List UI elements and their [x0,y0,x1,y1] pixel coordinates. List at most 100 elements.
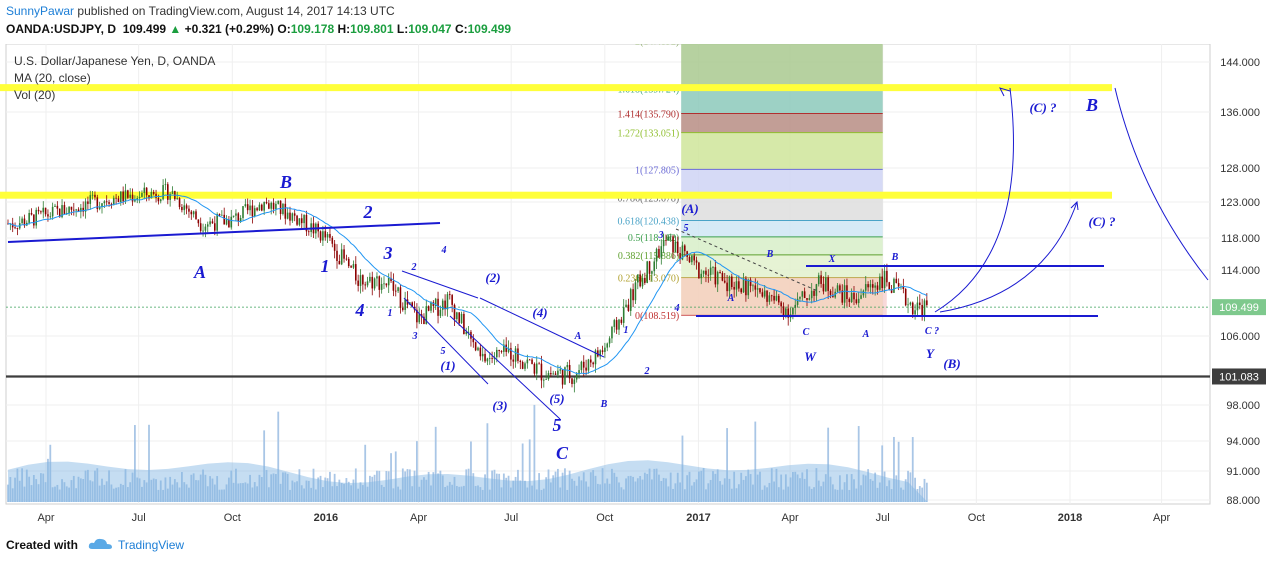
candle-body [916,302,919,311]
volume-bar [115,487,117,502]
candle-body [246,204,249,211]
candle-body [533,363,536,374]
candle-body [145,187,148,196]
candle-body [232,215,235,217]
support-price-tag [1212,368,1266,385]
volume-bar [601,468,604,502]
candle-body [578,370,580,375]
candle-body [84,201,87,212]
volume-bar [425,479,428,502]
volume-bar [206,486,209,502]
candle-body [263,201,265,211]
volume-bar [813,487,815,502]
candle-body [239,217,242,222]
candle-body [329,234,331,238]
volume-bar [514,476,517,502]
volume-bar [239,483,242,502]
volume-bar [359,482,362,502]
candle-body [340,249,343,265]
candle-body [662,240,665,247]
volume-bar [216,476,219,502]
price-axis[interactable]: 144.000 136.000 128.000 123.000 118.000 114.0… [1212,57,1266,507]
volume-bar [801,472,804,502]
candle-body [373,278,376,289]
volume-bar [455,486,458,502]
candle-body [914,310,916,315]
volume-bar [364,444,367,502]
volume-bar [21,468,23,502]
volume-bar [404,471,407,502]
volume-bar [439,470,442,502]
trend-line [7,222,441,243]
tradingview-link[interactable]: TradingView [118,538,185,552]
volume-bar [796,474,799,502]
volume-bar [806,469,808,502]
volume-bar [850,474,853,502]
volume-bar [557,468,559,502]
wave-label-small: 4 [441,245,447,256]
volume-bar [472,473,475,502]
volume-bar [385,470,388,502]
volume-bar [14,477,16,502]
trend-lines [7,87,1209,420]
time-axis[interactable]: Apr Jul Oct 2016 Apr Jul Oct 2017 Apr Jul Oct 2018 A… [37,512,1170,524]
author-link[interactable]: SunnyPawar [6,4,75,18]
volume-bar [745,476,747,502]
volume-bar [98,485,101,502]
volume-bar [166,488,169,502]
fib-band [681,113,883,133]
candle-body [77,209,80,212]
price-axis-label: 123.000 [1220,197,1260,209]
candle-body [331,237,334,244]
ma-line [7,194,928,375]
candle-body [75,209,77,211]
volume-bar [136,477,139,502]
candle-body [829,290,832,295]
candle-body [594,350,597,365]
candle-body [251,205,254,217]
volume-bar [242,483,244,502]
candle-body [300,218,303,224]
wave-label-small: B [766,249,774,260]
price-chart[interactable]: 2(147.892)1.618(139.724)1.414(135.790)1.… [0,44,1270,530]
wave-label-medium: (4) [532,305,547,320]
volume-bar [289,489,291,502]
candle-body [521,362,524,369]
candle-body [785,308,787,317]
volume-bar [902,489,905,502]
candle-body [719,271,721,273]
volume-bar [568,470,571,502]
volume-bar [293,482,296,502]
candle-body [112,197,115,206]
volume-bar [253,482,256,502]
candle-body [451,295,453,305]
wave-label-small: B [600,399,608,410]
volume-bar [893,436,895,502]
wave-label-small: 2 [644,366,650,377]
time-axis-label: Oct [224,512,241,524]
fib-band [681,132,883,170]
volume-bar [390,453,392,502]
wave-label-large: 2 [363,202,373,222]
volume-bar [907,470,909,502]
trend-line [675,228,821,293]
volume-bar [326,478,329,502]
candle-body [770,295,773,297]
fib-band [681,197,883,221]
volume-bar [122,484,125,502]
volume-bar [841,489,844,502]
candle-body [620,319,623,323]
volume-bar [714,473,717,502]
candle-body [402,307,404,310]
volume-bar [911,437,914,502]
wave-label-small: 4 [674,303,680,314]
volume-bar [305,480,308,502]
candle-body [51,206,54,217]
volume-bar [157,489,160,502]
volume-bar [378,470,381,502]
volume-bar [627,476,630,502]
volume-bar [768,482,771,502]
volume-bar [810,488,813,502]
candle-body [206,224,209,227]
volume-bar [707,483,710,502]
